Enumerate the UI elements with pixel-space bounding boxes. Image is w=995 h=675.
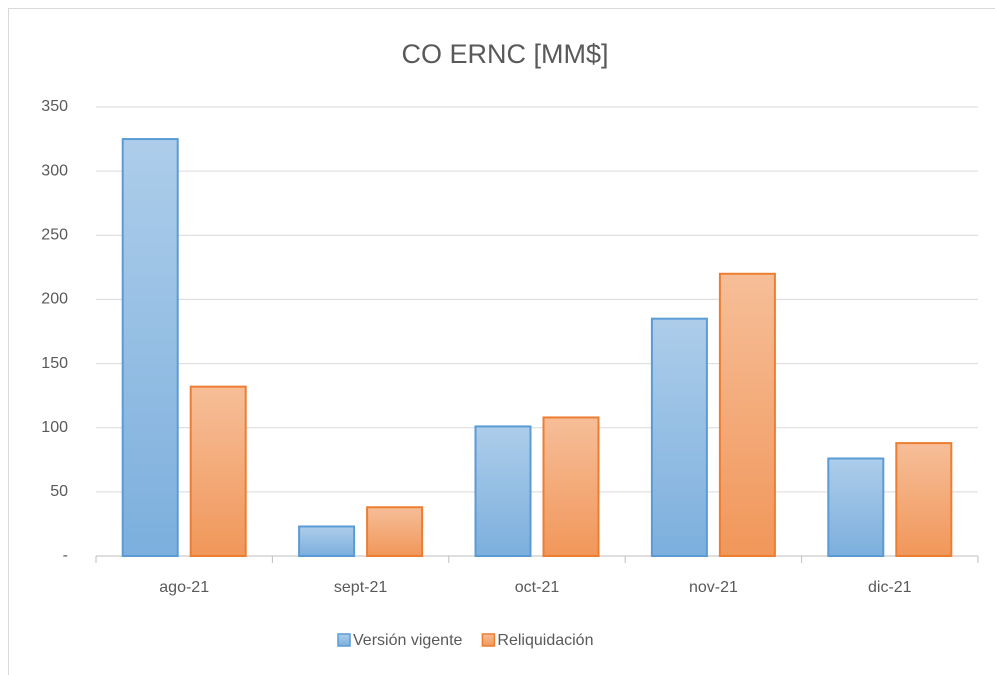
legend-label: Reliquidación [497, 632, 593, 649]
x-tick-label: dic-21 [868, 579, 912, 596]
y-tick-label: 250 [41, 227, 68, 244]
y-tick-label: 300 [41, 162, 68, 179]
bar [121, 138, 179, 557]
bar [650, 317, 708, 557]
y-tick-label: 200 [41, 291, 68, 308]
x-tick-label: oct-21 [515, 579, 560, 596]
bar [298, 525, 356, 557]
bar [474, 425, 532, 557]
legend-swatch [337, 633, 351, 647]
y-tick-label: - [63, 547, 68, 564]
bar [827, 457, 885, 558]
bar [895, 442, 953, 558]
legend-label: Versión vigente [353, 632, 463, 649]
chart-title: CO ERNC [MM$] [401, 39, 608, 69]
bar [542, 416, 600, 557]
y-tick-label: 150 [41, 355, 68, 372]
y-tick-label: 100 [41, 419, 68, 436]
x-tick-label: ago-21 [159, 579, 209, 596]
y-tick-label: 50 [50, 483, 68, 500]
x-tick-label: nov-21 [689, 579, 738, 596]
bar [366, 506, 424, 558]
legend-swatch [481, 633, 496, 647]
x-tick-label: sept-21 [334, 579, 387, 596]
bar [718, 272, 776, 557]
y-tick-label: 350 [41, 98, 68, 115]
bar [189, 385, 247, 558]
